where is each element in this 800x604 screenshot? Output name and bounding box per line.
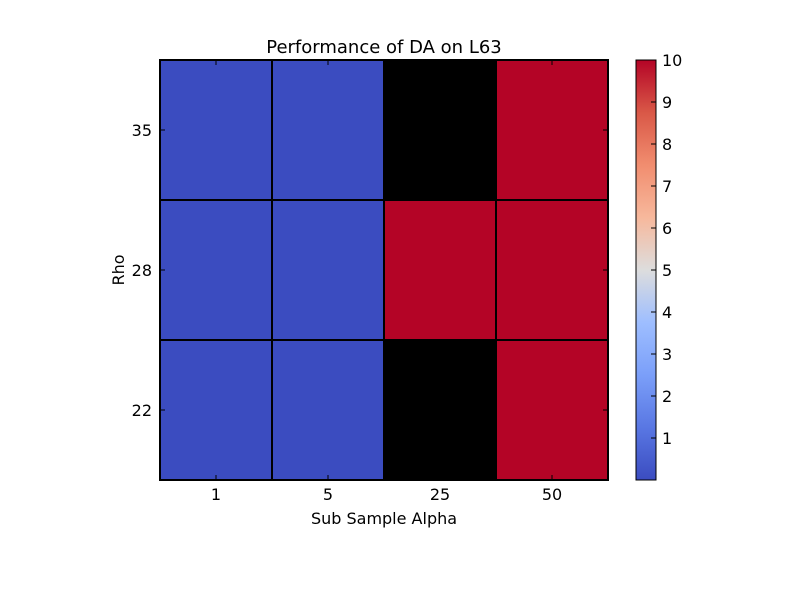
y-tick-label: 22 xyxy=(132,401,152,420)
heatmap-cell xyxy=(159,59,273,201)
y-tick-label: 35 xyxy=(132,121,152,140)
heatmap-cell xyxy=(383,339,497,481)
x-tick-label: 1 xyxy=(211,485,221,504)
colorbar-tick-label: 9 xyxy=(662,93,672,112)
heatmap-cell xyxy=(271,59,385,201)
heatmap-cells xyxy=(159,59,609,481)
colorbar-tick-label: 4 xyxy=(662,303,672,322)
y-tick-label: 28 xyxy=(132,261,152,280)
x-axis-label: Sub Sample Alpha xyxy=(311,509,457,528)
chart-title: Performance of DA on L63 xyxy=(266,37,502,58)
colorbar-tick-label: 1 xyxy=(662,429,672,448)
heatmap-cell xyxy=(271,339,385,481)
y-axis-ticks: 35 28 22 xyxy=(132,121,608,420)
heatmap-cell xyxy=(383,59,497,201)
colorbar-tick-label: 8 xyxy=(662,135,672,154)
colorbar-ticks: 1 2 3 4 5 6 7 8 9 10 xyxy=(651,51,682,448)
colorbar-tick-label: 7 xyxy=(662,177,672,196)
colorbar-tick-label: 5 xyxy=(662,261,672,280)
heatmap-cell xyxy=(495,199,609,341)
heatmap-cell xyxy=(159,199,273,341)
heatmap-cell xyxy=(383,199,497,341)
heatmap-cell xyxy=(495,59,609,201)
heatmap-cell xyxy=(495,339,609,481)
colorbar: 1 2 3 4 5 6 7 8 9 10 xyxy=(635,51,682,481)
colorbar-tick-label: 10 xyxy=(662,51,682,70)
colorbar-tick-label: 2 xyxy=(662,387,672,406)
colorbar-tick-label: 6 xyxy=(662,219,672,238)
heatmap-cell xyxy=(159,339,273,481)
x-tick-label: 50 xyxy=(542,485,562,504)
colorbar-tick-label: 3 xyxy=(662,345,672,364)
x-tick-label: 5 xyxy=(323,485,333,504)
x-axis-ticks: 1 5 25 50 xyxy=(211,60,562,504)
heatmap-cell xyxy=(271,199,385,341)
y-axis-label: Rho xyxy=(109,254,128,285)
x-tick-label: 25 xyxy=(430,485,450,504)
